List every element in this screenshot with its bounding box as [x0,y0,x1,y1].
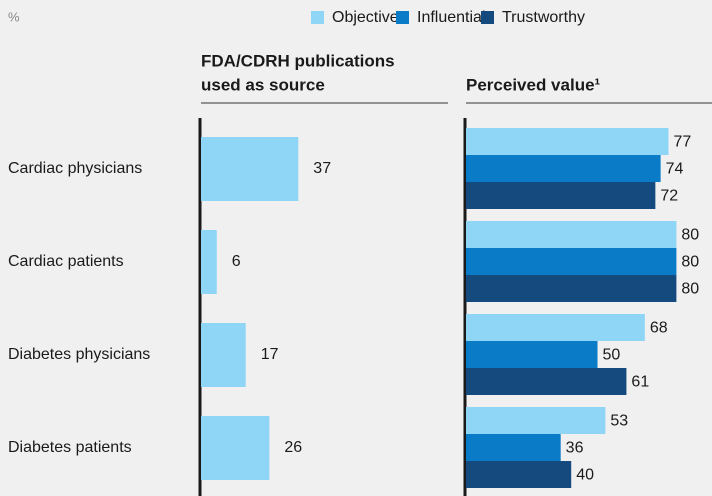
bar [466,407,606,434]
bar [466,128,669,155]
bar [466,221,677,248]
bar [201,323,246,387]
category-label: Cardiac physicians [8,160,142,177]
category-label: Cardiac patients [8,253,124,270]
value-label: 36 [566,440,584,457]
value-label: 40 [576,467,594,484]
value-label: 61 [631,374,649,391]
bar [201,416,270,480]
value-label: 80 [681,227,699,244]
value-label: 50 [603,347,621,364]
unit-label: % [8,9,20,24]
value-label: 6 [232,253,241,270]
legend-label: Objective [332,9,399,26]
category-label: Diabetes physicians [8,346,150,363]
category-label: Diabetes patients [8,439,132,456]
chart-title: Perceived value¹ [466,75,601,94]
legend-swatch [481,11,494,24]
bar [466,314,645,341]
value-label: 72 [660,188,678,205]
bar [466,155,661,182]
bar [466,368,627,395]
legend-label: Trustworthy [502,9,585,26]
bar [466,275,677,302]
value-label: 74 [666,161,684,178]
bar [466,182,656,209]
chart-title: used as source [201,75,325,94]
legend-label: Influential [417,9,486,26]
value-label: 37 [313,160,331,177]
legend-swatch [311,11,324,24]
legend-swatch [396,11,409,24]
value-label: 53 [610,413,628,430]
bar [201,137,299,201]
value-label: 77 [674,134,692,151]
chart-title: FDA/CDRH publications [201,51,395,70]
value-label: 80 [681,281,699,298]
bar [466,461,572,488]
bar [201,230,217,294]
bar [466,434,561,461]
bar [466,341,598,368]
value-label: 26 [284,439,302,456]
value-label: 68 [650,320,668,337]
value-label: 17 [261,346,279,363]
bar [466,248,677,275]
value-label: 80 [681,254,699,271]
